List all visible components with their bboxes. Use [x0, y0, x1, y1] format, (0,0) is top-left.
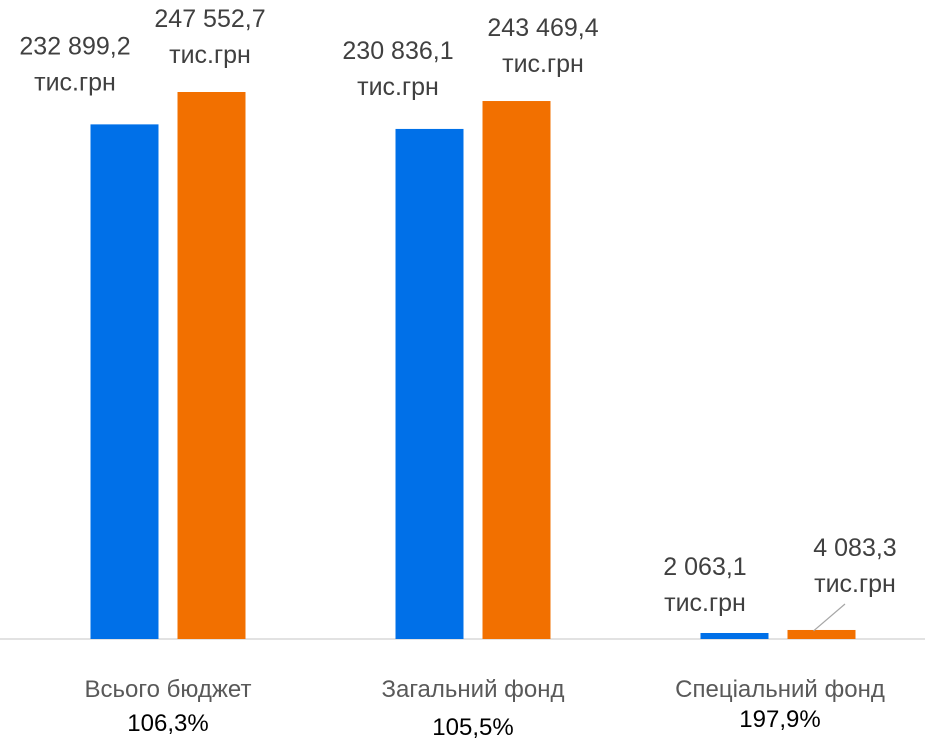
data-labels-group: 232 899,2 тис.грн 247 552,7 тис.грн 230 836,… [19, 5, 896, 617]
bars-group [90, 92, 856, 640]
category-percentage: 105,5% [432, 714, 513, 740]
bar-1-series-2 [177, 92, 246, 639]
data-label-unit: тис.грн [357, 73, 439, 101]
bar-2-series-1 [395, 128, 464, 640]
bar-3-series-1 [700, 633, 769, 639]
data-label-value: 230 836,1 [342, 37, 453, 65]
data-label-value: 247 552,7 [154, 5, 265, 33]
data-label-value: 243 469,4 [487, 14, 598, 42]
data-label-value: 4 083,3 [813, 534, 896, 562]
bar-3-series-2 [787, 629, 856, 639]
category-label: Загальний фонд [381, 676, 564, 703]
category-label: Всього бюджет [85, 676, 252, 703]
category-label: Спеціальний фонд [675, 676, 885, 703]
leader-lines-group [813, 603, 846, 632]
bar-2-series-2 [482, 101, 551, 639]
data-label-value: 232 899,2 [19, 32, 130, 60]
category-labels-group: Всього бюджет 106,3% Загальний фонд 105,5% С… [85, 676, 885, 740]
category-percentage: 106,3% [127, 710, 208, 737]
data-label-value: 2 063,1 [663, 553, 746, 581]
category-percentage: 197,9% [739, 706, 820, 733]
data-label-unit: тис.грн [664, 589, 746, 617]
bar-1-series-1 [90, 124, 159, 639]
data-label-unit: тис.грн [502, 50, 584, 78]
leader-line [813, 603, 846, 632]
data-label-unit: тис.грн [169, 41, 251, 69]
data-label-unit: тис.грн [34, 68, 116, 96]
data-label-unit: тис.грн [814, 570, 896, 598]
